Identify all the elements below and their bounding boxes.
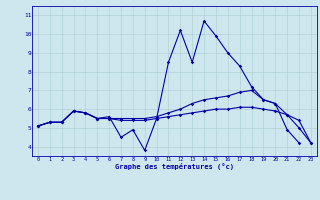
X-axis label: Graphe des températures (°c): Graphe des températures (°c) xyxy=(115,163,234,170)
